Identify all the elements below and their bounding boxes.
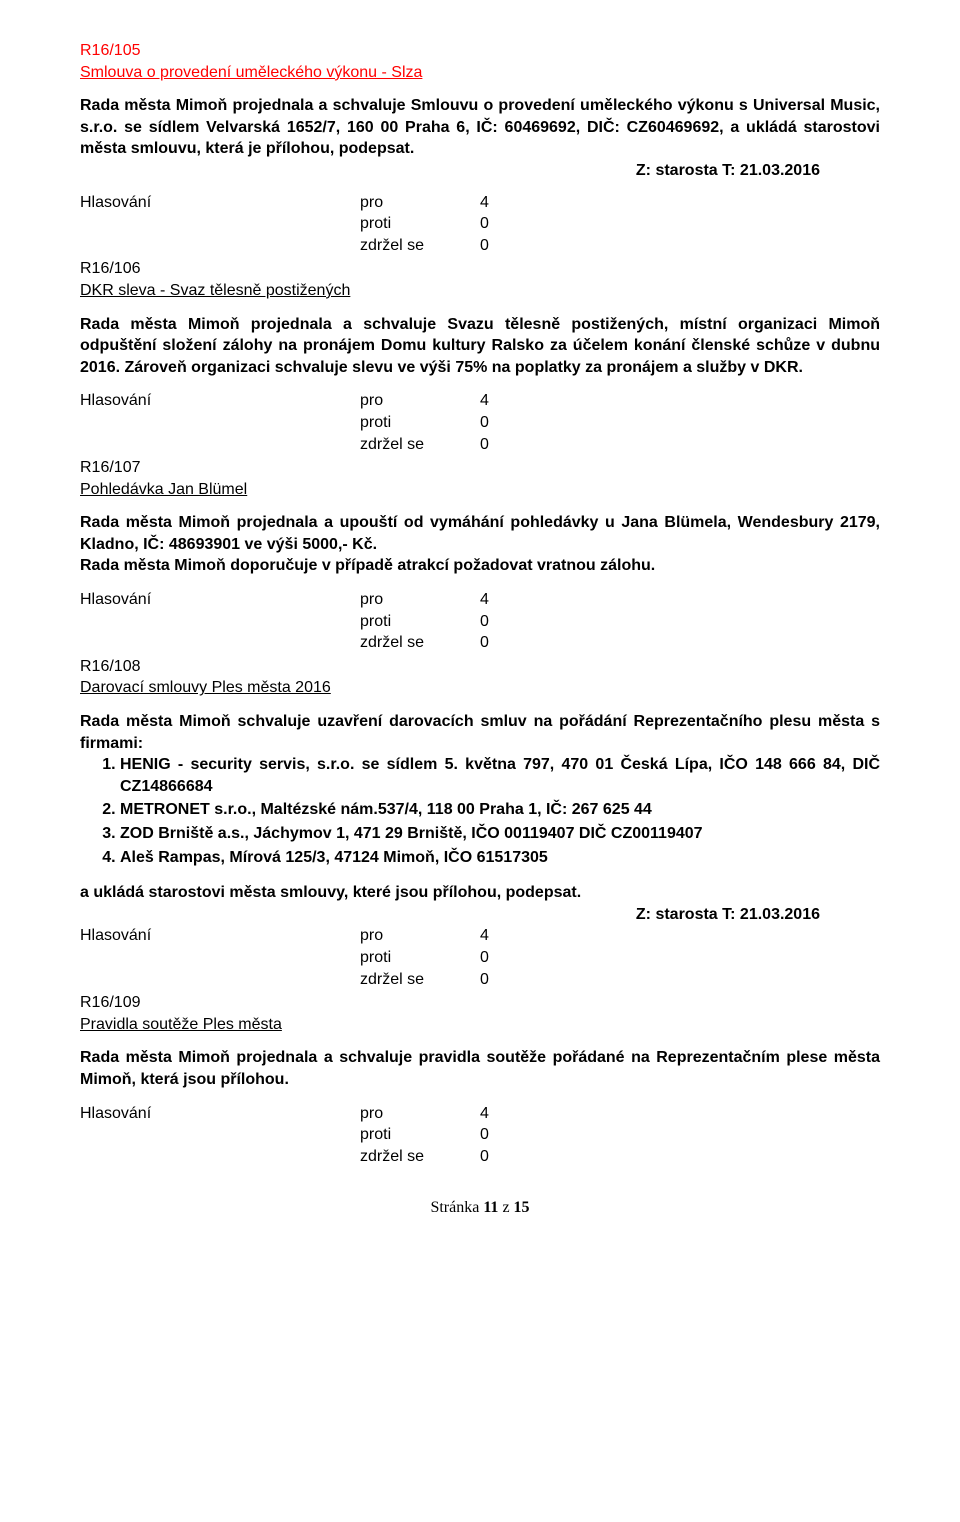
vote-hlas-label: Hlasování — [80, 925, 360, 947]
list-item: Aleš Rampas, Mírová 125/3, 47124 Mimoň, … — [120, 847, 880, 869]
section-105-ref: R16/105 — [80, 40, 880, 62]
vote-proti-val: 0 — [480, 412, 520, 434]
vote-proti-label: proti — [360, 947, 480, 969]
vote-spacer — [80, 947, 360, 969]
vote-proti-label: proti — [360, 213, 480, 235]
section-106-title: DKR sleva - Svaz tělesně postižených — [80, 280, 880, 302]
page-footer: Stránka 11 z 15 — [80, 1197, 880, 1219]
vote-proti-val: 0 — [480, 1124, 520, 1146]
vote-spacer — [80, 412, 360, 434]
vote-proti-val: 0 — [480, 947, 520, 969]
section-107-paragraph1: Rada města Mimoň projednala a upouští od… — [80, 512, 880, 555]
section-108-intro: Rada města Mimoň schvaluje uzavření daro… — [80, 711, 880, 754]
section-107-paragraph2: Rada města Mimoň doporučuje v případě at… — [80, 555, 880, 577]
section-105-zline: Z: starosta T: 21.03.2016 — [80, 160, 880, 182]
section-106-paragraph: Rada města Mimoň projednala a schvaluje … — [80, 314, 880, 379]
section-109-ref: R16/109 — [80, 992, 880, 1014]
vote-hlas-label: Hlasování — [80, 192, 360, 214]
vote-pro-val: 4 — [480, 589, 520, 611]
section-106-ref: R16/106 — [80, 258, 880, 280]
document-page: R16/105 Smlouva o provedení uměleckého v… — [0, 0, 960, 1522]
vote-zdrzel-val: 0 — [480, 1146, 520, 1168]
footer-pagenum: 11 — [483, 1199, 498, 1216]
vote-zdrzel-label: zdržel se — [360, 434, 480, 456]
vote-proti-val: 0 — [480, 611, 520, 633]
vote-hlas-label: Hlasování — [80, 589, 360, 611]
vote-block-108: Hlasování pro 4 proti 0 zdržel se 0 — [80, 925, 880, 990]
vote-spacer — [80, 1124, 360, 1146]
footer-middle: z — [498, 1199, 513, 1216]
vote-zdrzel-val: 0 — [480, 632, 520, 654]
section-108-outro: a ukládá starostovi města smlouvy, které… — [80, 882, 880, 904]
vote-zdrzel-label: zdržel se — [360, 1146, 480, 1168]
list-item: HENIG - security servis, s.r.o. se sídle… — [120, 754, 880, 797]
vote-zdrzel-val: 0 — [480, 969, 520, 991]
vote-proti-label: proti — [360, 412, 480, 434]
section-107-title: Pohledávka Jan Blümel — [80, 479, 880, 501]
vote-zdrzel-label: zdržel se — [360, 632, 480, 654]
vote-spacer — [80, 632, 360, 654]
vote-block-109: Hlasování pro 4 proti 0 zdržel se 0 — [80, 1103, 880, 1168]
vote-hlas-label: Hlasování — [80, 1103, 360, 1125]
section-109-paragraph: Rada města Mimoň projednala a schvaluje … — [80, 1047, 880, 1090]
vote-spacer — [80, 235, 360, 257]
vote-proti-val: 0 — [480, 213, 520, 235]
vote-spacer — [80, 434, 360, 456]
vote-zdrzel-label: zdržel se — [360, 969, 480, 991]
footer-total: 15 — [514, 1199, 530, 1216]
vote-pro-label: pro — [360, 390, 480, 412]
section-108-ref: R16/108 — [80, 656, 880, 678]
vote-pro-label: pro — [360, 589, 480, 611]
section-105-title: Smlouva o provedení uměleckého výkonu - … — [80, 62, 880, 84]
vote-pro-val: 4 — [480, 192, 520, 214]
vote-spacer — [80, 611, 360, 633]
vote-block-105: Hlasování pro 4 proti 0 zdržel se 0 — [80, 192, 880, 257]
section-107-ref: R16/107 — [80, 457, 880, 479]
footer-prefix: Stránka — [430, 1199, 483, 1216]
vote-pro-val: 4 — [480, 390, 520, 412]
section-108-zline: Z: starosta T: 21.03.2016 — [80, 904, 880, 926]
vote-spacer — [80, 1146, 360, 1168]
list-item: ZOD Brniště a.s., Jáchymov 1, 471 29 Brn… — [120, 823, 880, 845]
section-108-list: HENIG - security servis, s.r.o. se sídle… — [80, 754, 880, 868]
vote-hlas-label: Hlasování — [80, 390, 360, 412]
vote-pro-label: pro — [360, 192, 480, 214]
section-108-title: Darovací smlouvy Ples města 2016 — [80, 677, 880, 699]
vote-pro-val: 4 — [480, 1103, 520, 1125]
vote-pro-label: pro — [360, 925, 480, 947]
section-109-title: Pravidla soutěže Ples města — [80, 1014, 880, 1036]
vote-block-107: Hlasování pro 4 proti 0 zdržel se 0 — [80, 589, 880, 654]
vote-spacer — [80, 213, 360, 235]
vote-zdrzel-label: zdržel se — [360, 235, 480, 257]
vote-pro-val: 4 — [480, 925, 520, 947]
vote-zdrzel-val: 0 — [480, 235, 520, 257]
vote-proti-label: proti — [360, 611, 480, 633]
list-item: METRONET s.r.o., Maltézské nám.537/4, 11… — [120, 799, 880, 821]
section-105-paragraph: Rada města Mimoň projednala a schvaluje … — [80, 95, 880, 160]
vote-block-106: Hlasování pro 4 proti 0 zdržel se 0 — [80, 390, 880, 455]
vote-spacer — [80, 969, 360, 991]
vote-pro-label: pro — [360, 1103, 480, 1125]
vote-proti-label: proti — [360, 1124, 480, 1146]
vote-zdrzel-val: 0 — [480, 434, 520, 456]
